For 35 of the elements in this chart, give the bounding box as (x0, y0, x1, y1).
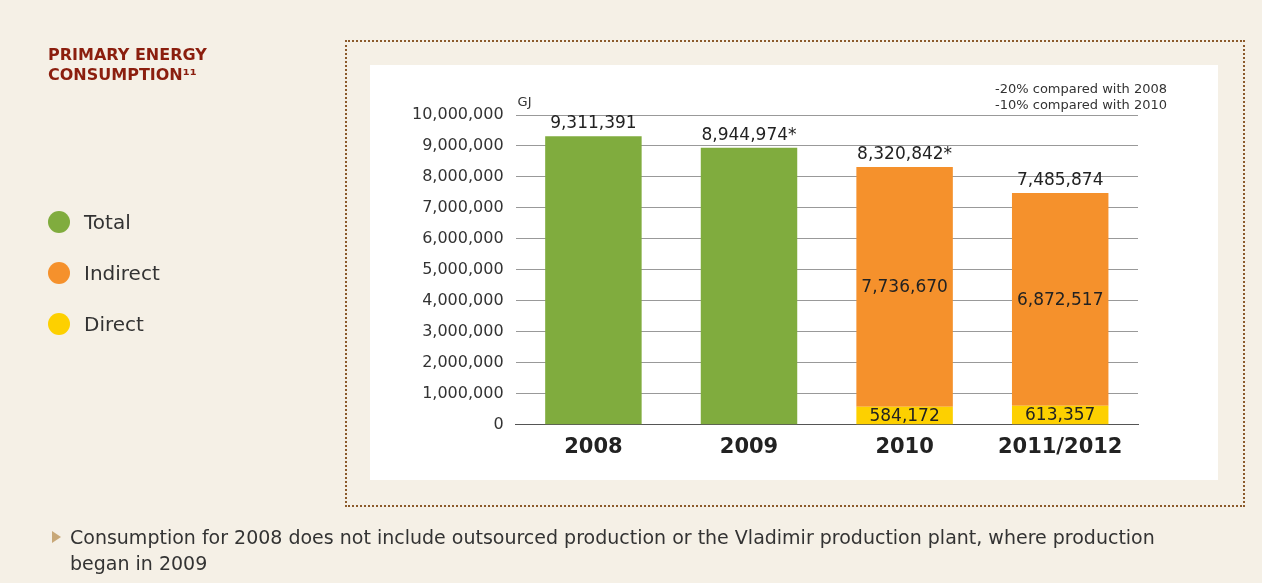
x-tick-label: 2009 (719, 433, 779, 458)
y-tick-label: 7,000,000 (422, 197, 504, 217)
bar (856, 167, 953, 407)
y-tick-label: 4,000,000 (422, 290, 504, 310)
total-label: 7,485,874 (1016, 168, 1104, 189)
y-tick-label: 10,000,000 (412, 104, 504, 124)
y-tick-label: 0 (493, 413, 504, 433)
legend-label: Direct (84, 311, 144, 336)
y-axis-title: GJ (517, 93, 532, 109)
x-tick-label: 2011/2012 (997, 433, 1123, 458)
text: PRIMARY ENERGY CONSUMPTION¹¹ (48, 45, 208, 85)
bar (700, 147, 798, 425)
y-tick-label: 3,000,000 (422, 321, 504, 341)
data-label: 584,172 (869, 404, 940, 425)
bar (1011, 192, 1109, 406)
total-label: 8,944,974* (701, 123, 797, 144)
data-label: 6,872,517 (1016, 288, 1104, 309)
y-tick-label: 9,000,000 (422, 135, 504, 155)
legend-label: Total (84, 209, 131, 234)
x-tick-label: 2010 (875, 433, 934, 458)
legend-label: Indirect (84, 260, 160, 285)
data-label: 7,736,670 (861, 276, 948, 297)
y-tick-label: 1,000,000 (422, 382, 504, 402)
y-tick-label: 2,000,000 (422, 352, 504, 371)
data-label: 613,357 (1025, 404, 1096, 425)
text: Consumption for 2008 does not include outsourced production or the Vladimir production plant, where production began in 2009 (70, 525, 1156, 576)
text: -20% compared with 2008 (995, 81, 1167, 96)
x-tick-label: 2008 (564, 433, 623, 458)
text: -10% compared with 2010 (995, 97, 1167, 112)
y-tick-label: 5,000,000 (422, 259, 504, 279)
total-label: 8,320,842* (857, 142, 953, 163)
y-tick-label: 8,000,000 (422, 166, 504, 186)
bar (545, 136, 642, 425)
y-tick-label: 6,000,000 (422, 228, 504, 248)
total-label: 9,311,391 (550, 112, 637, 133)
